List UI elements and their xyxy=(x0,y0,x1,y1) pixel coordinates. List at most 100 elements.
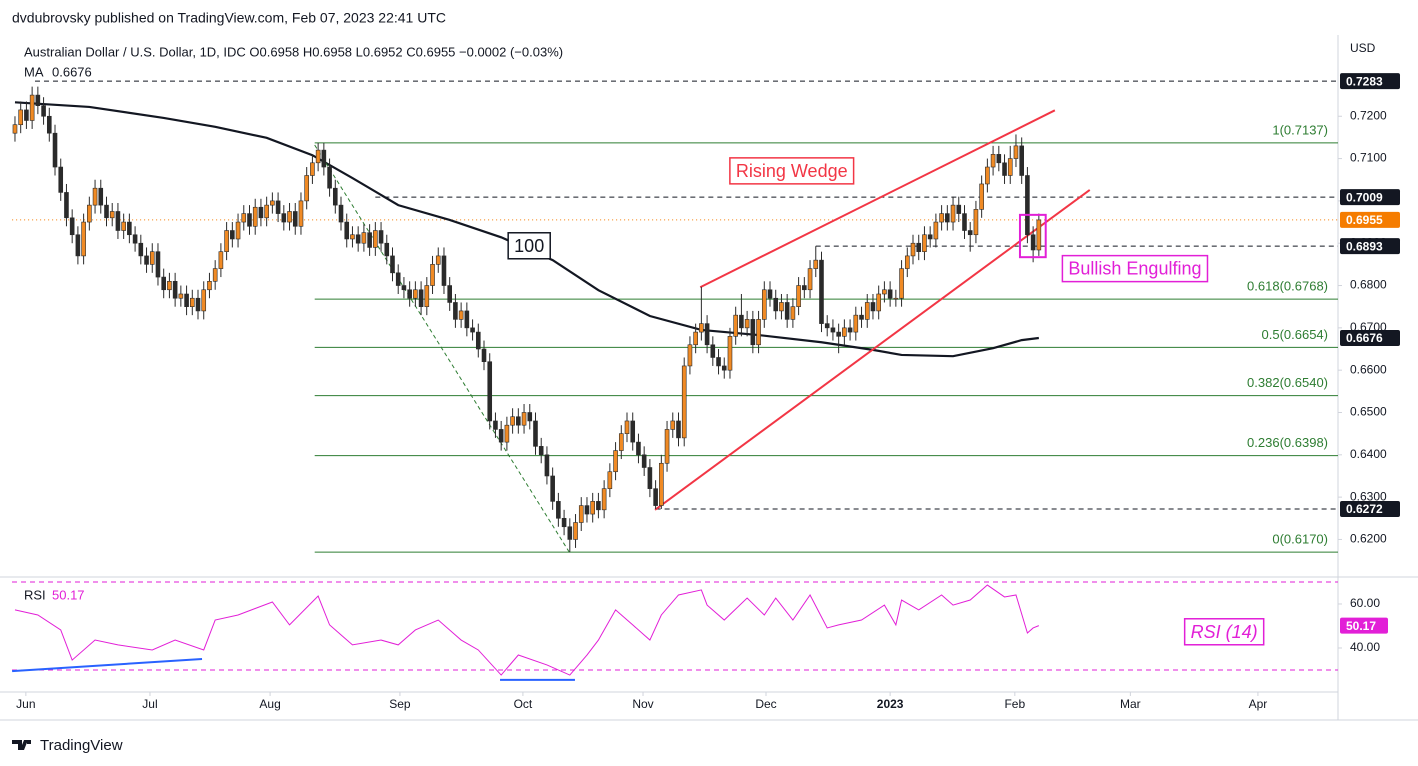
price-tag xyxy=(1340,238,1400,255)
candle-body xyxy=(493,420,498,430)
candle-body xyxy=(121,221,126,231)
candle-body xyxy=(41,105,46,117)
candle-body xyxy=(321,149,327,168)
candle-body xyxy=(721,365,727,371)
candle-body xyxy=(550,475,555,502)
candle-body xyxy=(996,154,1002,164)
candle-body xyxy=(670,420,676,430)
candle-body xyxy=(922,234,927,252)
annotation-text: Rising Wedge xyxy=(736,161,848,181)
x-tick-label: Jun xyxy=(16,697,35,711)
candle-body xyxy=(58,166,64,193)
x-tick-label: Jul xyxy=(142,697,157,711)
trend-line xyxy=(654,189,1091,511)
candle-body xyxy=(704,323,710,346)
candle-body xyxy=(361,232,367,244)
candle-body xyxy=(681,365,687,439)
y-tick-label: 0.6600 xyxy=(1350,362,1387,376)
candle-body xyxy=(1019,145,1024,176)
candle-body xyxy=(155,251,161,278)
candle-body xyxy=(910,242,916,257)
candle-body xyxy=(556,501,561,519)
candle-body xyxy=(933,221,939,240)
candle-body xyxy=(178,293,184,299)
candle-body xyxy=(950,204,956,223)
annotation-box xyxy=(1061,254,1209,283)
candle-body xyxy=(64,192,69,219)
candle-body xyxy=(607,471,613,489)
candle-body xyxy=(573,522,578,540)
candle-body xyxy=(962,213,967,231)
price-tag xyxy=(1340,73,1400,90)
candle-body xyxy=(138,242,144,257)
rsi-tick-label: 40.00 xyxy=(1350,640,1380,654)
annotation: 100 xyxy=(507,232,551,260)
candle-body xyxy=(613,450,618,473)
candle-body xyxy=(882,289,887,295)
candle-body xyxy=(395,272,401,286)
candle-body xyxy=(247,213,252,227)
candle-body xyxy=(475,331,481,350)
candle-body xyxy=(384,242,390,257)
candle-body xyxy=(533,420,538,447)
candle-body xyxy=(630,420,636,443)
candle-body xyxy=(46,115,52,134)
candle-body xyxy=(590,501,595,515)
candle-body xyxy=(264,204,269,219)
candle-body xyxy=(990,154,996,168)
candle-body xyxy=(144,255,149,265)
candle-body xyxy=(767,289,773,299)
candle-body xyxy=(739,314,744,329)
candle-body xyxy=(390,255,395,274)
candle-body xyxy=(241,213,247,223)
candle-body xyxy=(956,204,962,214)
annotation-box xyxy=(729,157,855,185)
annotation: Rising Wedge xyxy=(729,157,855,185)
candle-body xyxy=(115,211,121,231)
candle-body xyxy=(876,293,881,312)
candle-body xyxy=(887,289,893,299)
candle-body xyxy=(859,314,864,320)
candle-body xyxy=(413,289,418,299)
candle-body xyxy=(270,200,275,206)
candle-body xyxy=(761,289,767,320)
candle-body xyxy=(464,310,470,329)
candle-body xyxy=(350,234,355,240)
candle-body xyxy=(1036,219,1042,251)
candle-body xyxy=(653,488,658,506)
candle-body xyxy=(172,281,178,299)
candle-body xyxy=(292,211,298,227)
rsi-tag xyxy=(1340,617,1388,634)
candle-body xyxy=(813,259,819,269)
candle-body xyxy=(304,175,309,202)
candle-body xyxy=(338,204,344,223)
price-tag xyxy=(1340,500,1400,517)
candle-body xyxy=(189,297,195,307)
candle-body xyxy=(104,204,109,219)
annotation: Bullish Engulfing xyxy=(1061,254,1209,283)
candle-body xyxy=(601,488,607,511)
x-tick-label: Apr xyxy=(1249,697,1268,711)
y-tick-label: 0.6800 xyxy=(1350,278,1387,292)
candle-body xyxy=(979,183,984,210)
fib-label: 0.236(0.6398) xyxy=(1247,435,1328,450)
x-tick-label: Oct xyxy=(514,697,533,711)
highlight-box xyxy=(1018,213,1047,259)
candle-body xyxy=(636,441,641,456)
candle-body xyxy=(939,213,944,223)
candle-body xyxy=(1030,234,1036,251)
annotation-text: 100 xyxy=(514,236,544,256)
candle-body xyxy=(287,211,292,223)
candle-body xyxy=(407,289,412,299)
rsi-trend-line xyxy=(12,657,203,673)
candle-body xyxy=(29,94,35,121)
candle-body xyxy=(870,302,876,312)
candle-body xyxy=(212,268,218,282)
candle-body xyxy=(836,331,841,337)
candle-body xyxy=(527,412,533,422)
candle-body xyxy=(149,251,155,265)
candle-body xyxy=(716,357,721,367)
candle-body xyxy=(98,187,104,206)
x-tick-label: 2023 xyxy=(877,697,904,711)
